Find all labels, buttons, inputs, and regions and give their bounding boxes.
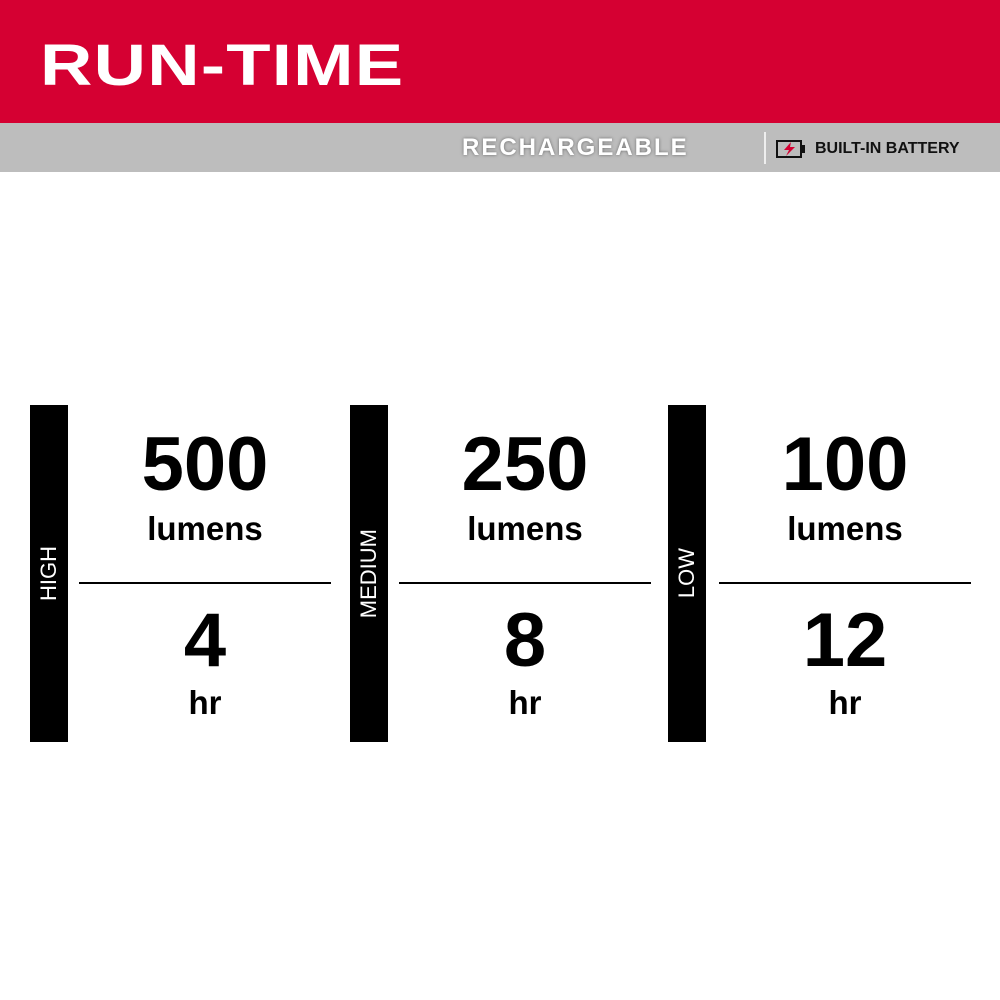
- lumens-unit: lumens: [467, 510, 583, 547]
- mode-bar-medium: MEDIUM: [350, 405, 388, 742]
- lumens-value: 500: [141, 422, 269, 507]
- divider: [764, 132, 766, 164]
- divider: [79, 582, 331, 584]
- lumens-unit: lumens: [147, 510, 263, 547]
- divider: [399, 582, 651, 584]
- lumens-value: 250: [461, 422, 589, 507]
- header-banner: RUN-TIME: [0, 0, 1000, 123]
- mode-bar-low: LOW: [668, 405, 706, 742]
- hours-value: 4: [183, 598, 227, 683]
- divider: [719, 582, 971, 584]
- hours-unit: hr: [828, 684, 862, 721]
- battery-charging-icon: [776, 140, 805, 158]
- mode-label: HIGH: [36, 546, 61, 601]
- hours-unit: hr: [188, 684, 222, 721]
- mode-label: LOW: [674, 548, 699, 599]
- mode-bar-high: HIGH: [30, 405, 68, 742]
- mode-medium: 250 lumens 8 hr: [399, 405, 651, 742]
- feature-band: [0, 123, 1000, 172]
- rechargeable-label: RECHARGEABLE: [462, 134, 689, 161]
- lumens-unit: lumens: [787, 510, 903, 547]
- built-in-battery-label: BUILT-IN BATTERY: [815, 140, 960, 157]
- lumens-value: 100: [781, 422, 909, 507]
- hours-value: 12: [802, 598, 888, 683]
- hours-value: 8: [503, 598, 547, 683]
- page-title: RUN-TIME: [40, 33, 405, 98]
- mode-low: 100 lumens 12 hr: [719, 405, 971, 742]
- mode-label: MEDIUM: [356, 528, 381, 619]
- mode-high: 500 lumens 4 hr: [79, 405, 331, 742]
- hours-unit: hr: [508, 684, 542, 721]
